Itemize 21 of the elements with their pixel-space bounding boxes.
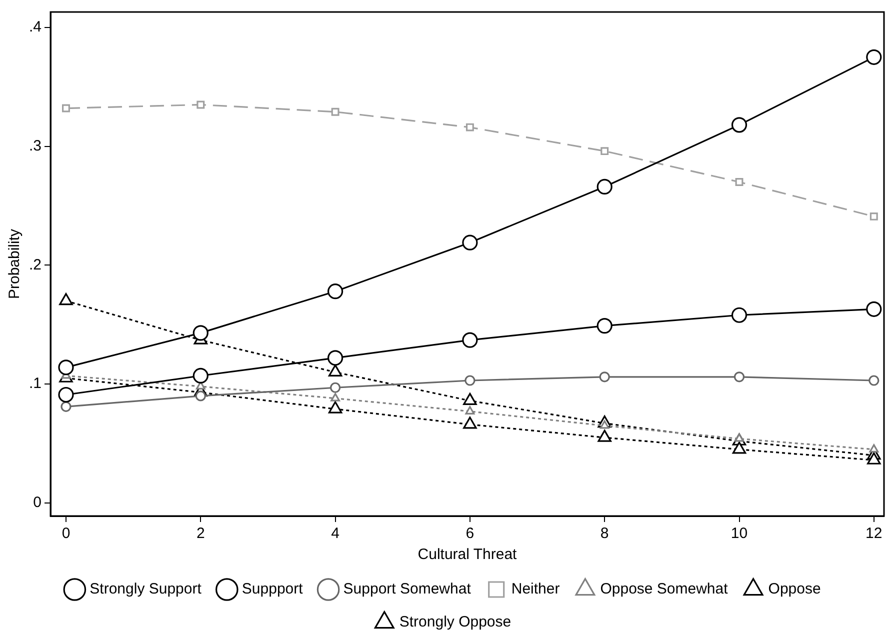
x-tick-label: 0 (62, 525, 70, 542)
y-tick-label: 0 (33, 494, 42, 512)
x-tick-label: 6 (466, 525, 474, 542)
y-tick-label: .4 (28, 18, 42, 36)
x-tick-label: 10 (730, 525, 748, 542)
y-axis-title: Probability (6, 228, 24, 300)
legend-label: Neither (511, 580, 560, 598)
legend-label: Suppport (242, 580, 304, 598)
x-tick-label: 8 (600, 525, 609, 542)
x-axis-title: Cultural Threat (418, 546, 518, 564)
y-tick-label: .2 (28, 256, 42, 274)
legend-label: Oppose Somewhat (600, 580, 729, 598)
x-tick-label: 2 (196, 525, 205, 542)
y-tick-label: .3 (28, 137, 42, 154)
y-tick-label: .1 (28, 375, 42, 392)
legend-label: Strongly Support (90, 580, 202, 598)
legend-label: Strongly Oppose (399, 614, 512, 631)
legend-label: Oppose (768, 580, 821, 598)
x-tick-label: 12 (866, 525, 882, 542)
legend-label: Support Somewhat (343, 580, 472, 598)
x-tick-label: 4 (331, 525, 340, 542)
